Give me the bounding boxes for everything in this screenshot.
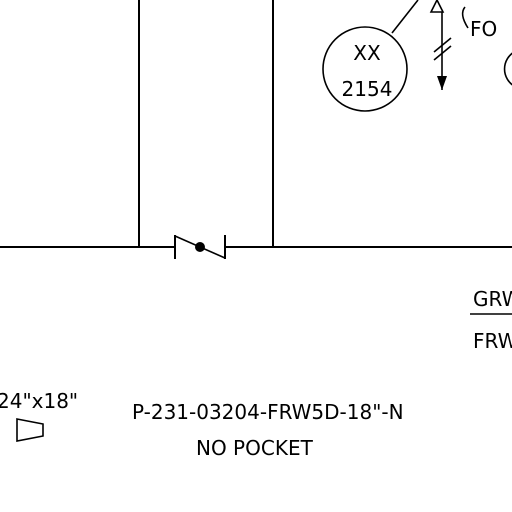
instrument-tag-number: 2154 <box>342 77 393 101</box>
line-label-lower: FRW <box>473 329 512 353</box>
fail-action-label: FO <box>470 17 497 41</box>
instrument-tag-letters: XX <box>353 41 381 65</box>
line-label-upper: GRW <box>473 287 512 311</box>
reducer-icon <box>16 418 44 442</box>
reducer-size-label: 24"x18" <box>0 389 78 413</box>
check-valve-icon[interactable] <box>174 235 226 259</box>
adjacent-bubble-edge <box>503 52 512 86</box>
actuator-signal-icon <box>429 0 452 90</box>
line-number-label: P-231-03204-FRW5D-18"-N <box>132 400 404 424</box>
instrument-leader-line <box>391 0 419 34</box>
fail-action-marker <box>461 6 469 29</box>
instrument-bubble[interactable]: XX 2154 <box>322 26 408 112</box>
instrument-circle <box>322 26 408 112</box>
line-note: NO POCKET <box>196 436 314 460</box>
